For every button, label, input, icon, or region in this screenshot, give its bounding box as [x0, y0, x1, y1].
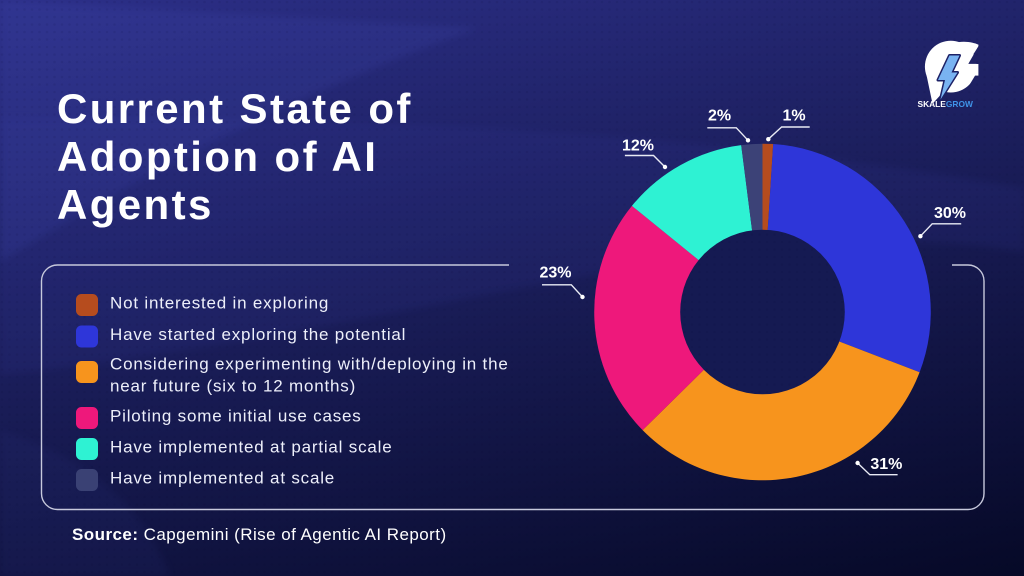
svg-text:1%: 1% [782, 108, 805, 125]
svg-text:Agents: Agents [57, 181, 214, 228]
svg-text:SKALEGROW: SKALEGROW [918, 99, 973, 109]
svg-text:31%: 31% [870, 456, 902, 473]
svg-text:Source: Capgemini (Rise of Age: Source: Capgemini (Rise of Agentic AI Re… [72, 525, 447, 544]
svg-text:2%: 2% [708, 108, 731, 125]
svg-text:30%: 30% [934, 205, 966, 222]
svg-text:Have implemented at scale: Have implemented at scale [110, 469, 335, 488]
svg-text:12%: 12% [622, 138, 654, 155]
svg-text:Considering experimenting with: Considering experimenting with/deploying… [110, 355, 509, 374]
svg-text:Have started exploring the pot: Have started exploring the potential [110, 325, 406, 344]
svg-text:Current State of: Current State of [57, 85, 413, 132]
svg-text:Have implemented at partial sc: Have implemented at partial scale [110, 438, 392, 457]
svg-text:Adoption of AI: Adoption of AI [57, 133, 378, 180]
svg-text:near future (six to 12 months): near future (six to 12 months) [110, 377, 356, 396]
svg-text:23%: 23% [539, 265, 571, 282]
svg-text:Not interested in exploring: Not interested in exploring [110, 294, 329, 313]
svg-text:Piloting some initial use case: Piloting some initial use cases [110, 407, 362, 426]
